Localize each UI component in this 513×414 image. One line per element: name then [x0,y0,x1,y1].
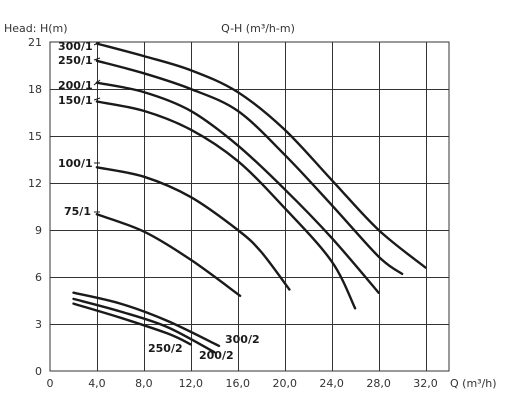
curve-label-250-1: 250/1 [58,54,93,67]
curve-200-1 [95,81,380,294]
curve-label-200-1: 200/1 [58,79,93,92]
curve-250-2 [72,302,192,346]
curve-label-200-2: 200/2 [199,349,234,362]
curve-150-1 [95,100,357,310]
curve-label-250-2: 250/2 [148,342,183,355]
x-tick-label: 4,0 [88,377,106,390]
curve-label-75-1: 75/1 [64,205,91,218]
curve-label-300-1: 300/1 [58,40,93,53]
x-axis-title: Q (m³/h) [450,377,497,390]
y-tick-label: 6 [35,271,42,284]
y-tick-label: 12 [28,177,42,190]
x-tick-label: 28,0 [366,377,391,390]
curve-250-1 [95,59,404,276]
y-tick-label: 18 [28,83,42,96]
x-tick-label: 16,0 [226,377,251,390]
chart-title: Q-H (m³/h-m) [221,22,295,35]
x-tick-label: 8,0 [135,377,153,390]
y-tick-label: 21 [28,36,42,49]
y-tick-label: 3 [35,318,42,331]
label-leader-200-1 [93,79,101,86]
y-tick-label: 0 [35,365,42,378]
label-leader-250-1 [93,57,101,61]
curve-label-100-1: 100/1 [58,157,93,170]
x-tick-label: 0 [47,377,54,390]
curve-75-1 [95,213,242,297]
tick-labels: 0 4,0 8,0 12,0 16,0 20,0 24,0 28,0 32,0 0 3 6 9 12 15 1… [28,36,438,390]
x-tick-label: 32,0 [413,377,438,390]
curve-100-1 [95,166,291,291]
x-tick-label: 12,0 [179,377,204,390]
x-tick-label: 20,0 [272,377,297,390]
curve-300-1 [95,42,427,269]
curve-200-2 [72,297,216,354]
y-tick-label: 9 [35,224,42,237]
curve-300-2 [72,291,221,348]
plot-frame [49,41,450,372]
curve-label-300-2: 300/2 [225,333,260,346]
x-tick-label: 24,0 [319,377,344,390]
y-tick-label: 15 [28,130,42,143]
curve-label-150-1: 150/1 [58,94,93,107]
grid [50,42,449,371]
curves [72,42,427,354]
label-leader-300-1 [93,41,101,46]
label-leader-150-1 [93,97,101,101]
y-axis-title: Head: H(m) [4,22,68,35]
